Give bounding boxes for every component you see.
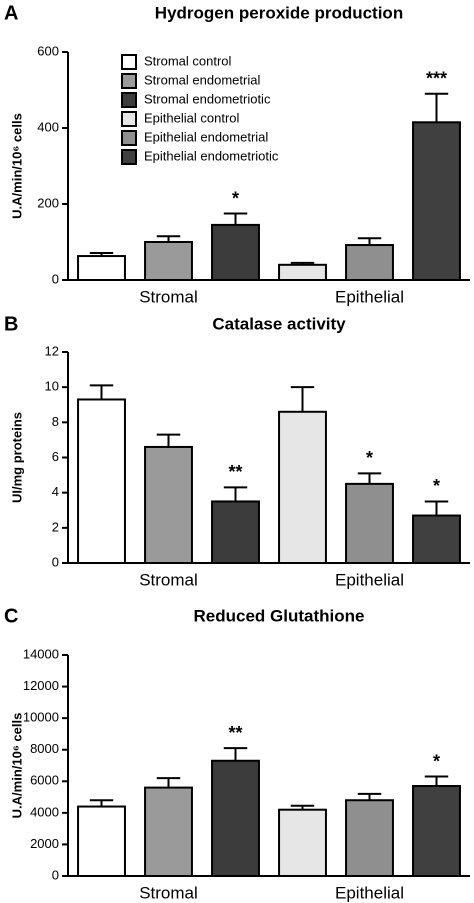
significance-label: * [433,751,440,771]
x-tick-label: Stromal [139,570,198,589]
significance-label: * [366,448,373,468]
bar [144,786,193,877]
y-tick-label: 0 [52,554,59,569]
y-axis-label: U.A/min/10⁶ cells [9,713,24,819]
legend-label: Stromal endometrial [144,72,260,87]
bar [77,255,126,281]
bar [144,445,193,565]
bar [412,121,461,281]
significance-label: ** [228,723,242,743]
legend-swatch [121,92,137,108]
bar [211,223,260,281]
legend-label: Epithelial control [144,110,239,125]
x-tick-label: Epithelial [335,570,404,589]
y-tick-label: 6 [52,449,59,464]
y-tick-label: 200 [37,195,59,210]
y-tick-label: 0 [52,867,59,882]
y-tick-label: 10000 [23,710,59,725]
y-tick-label: 8 [52,414,59,429]
bar [345,244,394,281]
bar [412,514,461,565]
y-axis-label: UI/mg proteins [9,412,24,503]
chart-title: Hydrogen peroxide production [155,3,403,22]
y-tick-label: 8000 [30,741,59,756]
x-tick-label: Epithelial [335,287,404,306]
y-tick-label: 14000 [23,646,59,661]
significance-label: * [433,476,440,496]
bar [345,799,394,878]
legend-swatch [121,73,137,89]
x-tick-label: Stromal [139,883,198,902]
y-tick-label: 4000 [30,804,59,819]
y-tick-label: 12000 [23,678,59,693]
panel-label: B [4,313,18,335]
y-tick-label: 6000 [30,773,59,788]
bar [278,808,327,878]
y-tick-label: 2 [52,519,59,534]
y-tick-label: 600 [37,43,59,58]
bar [345,482,394,564]
y-tick-label: 400 [37,119,59,134]
y-tick-label: 4 [52,484,59,499]
y-tick-label: 10 [45,379,59,394]
legend-label: Stromal endometriotic [144,91,271,106]
significance-label: * [232,188,239,208]
legend-label: Stromal control [144,53,232,68]
panel-label: C [4,605,18,627]
chart-title: Catalase activity [212,314,346,333]
x-tick-label: Epithelial [335,883,404,902]
chart-title: Reduced Glutathione [194,606,365,625]
significance-label: *** [426,69,447,89]
y-axis-label: U.A/min/10⁶ cells [9,113,24,219]
y-tick-label: 0 [52,271,59,286]
significance-label: ** [228,462,242,482]
x-tick-label: Stromal [139,287,198,306]
bar [211,759,260,877]
legend-swatch [121,149,137,165]
bar [278,410,327,564]
bar [77,398,126,564]
legend-swatch [121,130,137,146]
bar [211,500,260,565]
legend-swatch [121,54,137,70]
legend-swatch [121,111,137,127]
panel-label: A [4,2,18,24]
y-tick-label: 12 [45,343,59,358]
legend-label: Epithelial endometriotic [144,148,279,163]
y-tick-label: 2000 [30,836,59,851]
bar [144,241,193,281]
legend-label: Epithelial endometrial [144,129,268,144]
bar [412,785,461,877]
bar [278,263,327,281]
bar [77,805,126,877]
